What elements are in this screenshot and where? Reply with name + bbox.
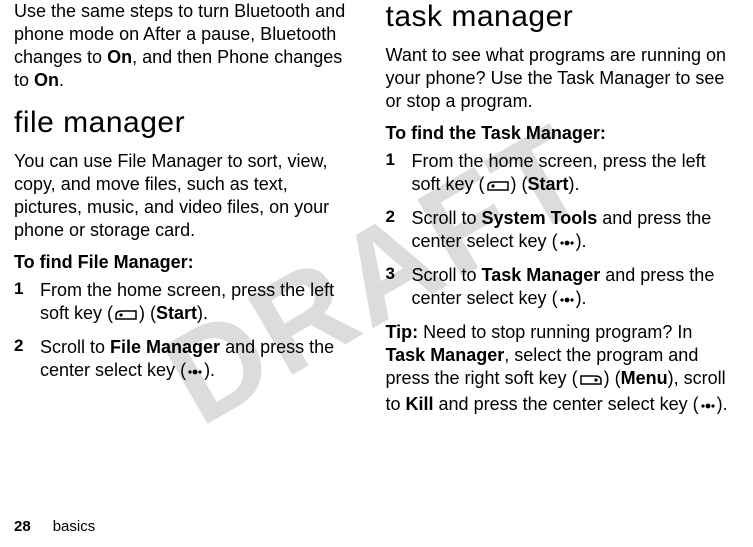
tip-text: ). xyxy=(717,394,728,414)
page-content: Use the same steps to turn Bluetooth and… xyxy=(0,0,753,547)
step-text: Scroll to File Manager and press the cen… xyxy=(40,336,358,385)
left-soft-key-icon xyxy=(113,305,139,328)
find-task-manager-heading: To find the Task Manager: xyxy=(386,123,730,144)
step-number: 3 xyxy=(386,264,412,313)
system-tools-label: System Tools xyxy=(482,208,598,228)
step-text: Scroll to xyxy=(40,337,110,357)
menu-label: Menu xyxy=(621,368,668,388)
task-manager-heading: task manager xyxy=(386,0,730,34)
center-select-key-icon xyxy=(699,396,717,419)
task-manager-label: Task Manager xyxy=(386,345,505,365)
step-text: From the home screen, press the left sof… xyxy=(412,150,730,199)
kill-label: Kill xyxy=(406,394,434,414)
step-number: 2 xyxy=(14,336,40,385)
list-item: 2 Scroll to System Tools and press the c… xyxy=(386,207,730,256)
tip-paragraph: Tip: Need to stop running program? In Ta… xyxy=(386,321,730,419)
start-label: Start xyxy=(156,303,197,323)
step-text: ) ( xyxy=(139,303,156,323)
tip-text: ) ( xyxy=(604,368,621,388)
tip-label: Tip: xyxy=(386,322,419,342)
step-text: Scroll to xyxy=(412,208,482,228)
step-text: From the home screen, press the left sof… xyxy=(40,279,358,328)
step-text: Scroll to Task Manager and press the cen… xyxy=(412,264,730,313)
on-label: On xyxy=(107,47,132,67)
bluetooth-intro-paragraph: Use the same steps to turn Bluetooth and… xyxy=(14,0,358,92)
file-manager-description: You can use File Manager to sort, view, … xyxy=(14,150,358,242)
step-number: 1 xyxy=(386,150,412,199)
file-manager-label: File Manager xyxy=(110,337,220,357)
list-item: 1 From the home screen, press the left s… xyxy=(14,279,358,328)
step-number: 1 xyxy=(14,279,40,328)
list-item: 1 From the home screen, press the left s… xyxy=(386,150,730,199)
step-text: Scroll to xyxy=(412,265,482,285)
center-select-key-icon xyxy=(558,233,576,256)
find-file-manager-heading: To find File Manager: xyxy=(14,252,358,273)
left-soft-key-icon xyxy=(485,176,511,199)
step-text: ). xyxy=(576,288,587,308)
on-label: On xyxy=(34,70,59,90)
file-manager-heading: file manager xyxy=(14,106,358,140)
tip-text: Need to stop running program? In xyxy=(418,322,692,342)
step-text: ). xyxy=(569,174,580,194)
step-number: 2 xyxy=(386,207,412,256)
step-text: ) ( xyxy=(511,174,528,194)
center-select-key-icon xyxy=(558,290,576,313)
step-text: Scroll to System Tools and press the cen… xyxy=(412,207,730,256)
task-manager-description: Want to see what programs are running on… xyxy=(386,44,730,113)
center-select-key-icon xyxy=(186,362,204,385)
list-item: 3 Scroll to Task Manager and press the c… xyxy=(386,264,730,313)
tip-text: and press the center select key ( xyxy=(434,394,699,414)
intro-text: . xyxy=(59,70,64,90)
step-text: ). xyxy=(204,360,215,380)
start-label: Start xyxy=(528,174,569,194)
step-text: ). xyxy=(576,231,587,251)
left-column: Use the same steps to turn Bluetooth and… xyxy=(0,0,372,547)
right-column: task manager Want to see what programs a… xyxy=(372,0,744,547)
step-text: ). xyxy=(197,303,208,323)
task-manager-label: Task Manager xyxy=(482,265,601,285)
list-item: 2 Scroll to File Manager and press the c… xyxy=(14,336,358,385)
right-soft-key-icon xyxy=(578,370,604,393)
